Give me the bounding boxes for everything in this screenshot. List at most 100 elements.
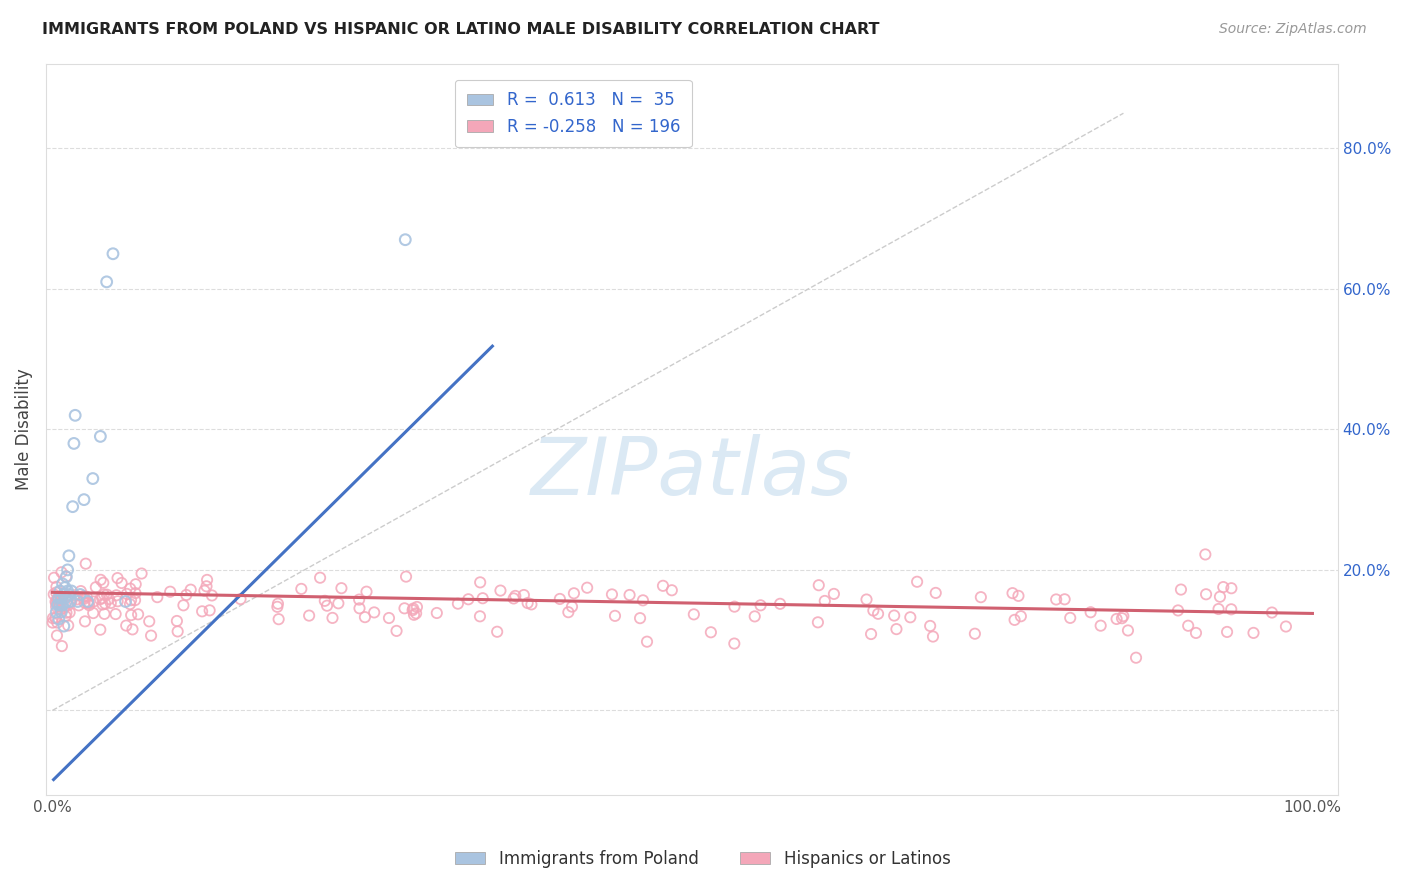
Point	[576, 581, 599, 595]
Point	[58, 587, 80, 601]
Point	[55, 569, 77, 583]
Point	[76, 594, 98, 608]
Point	[101, 246, 124, 260]
Point	[489, 583, 512, 598]
Point	[394, 601, 416, 615]
Point	[267, 612, 290, 626]
Point	[118, 597, 141, 611]
Point	[115, 618, 138, 632]
Point	[963, 626, 986, 640]
Point	[402, 601, 425, 615]
Point	[1243, 626, 1265, 640]
Point	[45, 595, 67, 609]
Point	[124, 586, 146, 600]
Point	[516, 596, 538, 610]
Legend: Immigrants from Poland, Hispanics or Latinos: Immigrants from Poland, Hispanics or Lat…	[449, 844, 957, 875]
Point	[1010, 609, 1032, 624]
Point	[191, 604, 214, 618]
Text: ZIPatlas: ZIPatlas	[531, 434, 853, 512]
Point	[89, 429, 111, 443]
Point	[60, 594, 83, 608]
Point	[53, 587, 76, 601]
Point	[59, 606, 82, 620]
Point	[45, 599, 67, 614]
Point	[193, 583, 215, 598]
Point	[468, 609, 491, 624]
Point	[1053, 592, 1076, 607]
Point	[652, 579, 675, 593]
Point	[93, 607, 115, 621]
Point	[723, 636, 745, 650]
Point	[330, 581, 353, 595]
Point	[53, 581, 76, 595]
Point	[868, 607, 890, 621]
Point	[229, 592, 252, 607]
Point	[131, 566, 153, 581]
Point	[548, 591, 571, 606]
Point	[198, 603, 221, 617]
Point	[405, 607, 427, 621]
Point	[1105, 612, 1128, 626]
Point	[1004, 613, 1026, 627]
Point	[769, 597, 792, 611]
Point	[46, 591, 69, 606]
Point	[93, 587, 115, 601]
Point	[619, 588, 641, 602]
Point	[45, 605, 67, 619]
Point	[98, 592, 121, 607]
Point	[898, 610, 921, 624]
Point	[201, 589, 224, 603]
Point	[1125, 650, 1147, 665]
Point	[356, 584, 378, 599]
Point	[89, 592, 111, 607]
Point	[124, 593, 146, 607]
Point	[100, 596, 122, 610]
Point	[1080, 605, 1102, 619]
Point	[45, 585, 67, 599]
Point	[744, 609, 766, 624]
Point	[120, 593, 142, 607]
Point	[354, 610, 377, 624]
Point	[347, 592, 370, 607]
Text: IMMIGRANTS FROM POLAND VS HISPANIC OR LATINO MALE DISABILITY CORRELATION CHART: IMMIGRANTS FROM POLAND VS HISPANIC OR LA…	[42, 22, 880, 37]
Point	[557, 605, 579, 619]
Point	[73, 589, 96, 603]
Point	[125, 577, 148, 591]
Legend: R =  0.613   N =  35, R = -0.258   N = 196: R = 0.613 N = 35, R = -0.258 N = 196	[456, 79, 692, 147]
Point	[83, 594, 105, 608]
Point	[58, 549, 80, 563]
Point	[146, 590, 169, 604]
Point	[823, 587, 845, 601]
Point	[52, 587, 75, 601]
Point	[814, 594, 837, 608]
Point	[111, 576, 134, 591]
Point	[53, 599, 76, 613]
Point	[55, 570, 77, 584]
Point	[91, 598, 114, 612]
Point	[195, 579, 218, 593]
Point	[172, 599, 194, 613]
Point	[139, 629, 162, 643]
Point	[48, 612, 70, 626]
Point	[48, 591, 70, 605]
Point	[66, 592, 89, 607]
Point	[394, 233, 416, 247]
Point	[628, 611, 651, 625]
Point	[67, 599, 90, 613]
Point	[349, 601, 371, 615]
Point	[77, 598, 100, 612]
Point	[682, 607, 704, 622]
Point	[855, 592, 877, 607]
Point	[860, 627, 883, 641]
Point	[56, 599, 79, 613]
Point	[1275, 619, 1298, 633]
Point	[1045, 592, 1067, 607]
Point	[267, 597, 290, 611]
Point	[56, 584, 79, 599]
Point	[49, 598, 72, 612]
Point	[457, 592, 479, 607]
Point	[69, 587, 91, 601]
Point	[1112, 609, 1135, 624]
Point	[46, 628, 69, 642]
Point	[73, 595, 96, 609]
